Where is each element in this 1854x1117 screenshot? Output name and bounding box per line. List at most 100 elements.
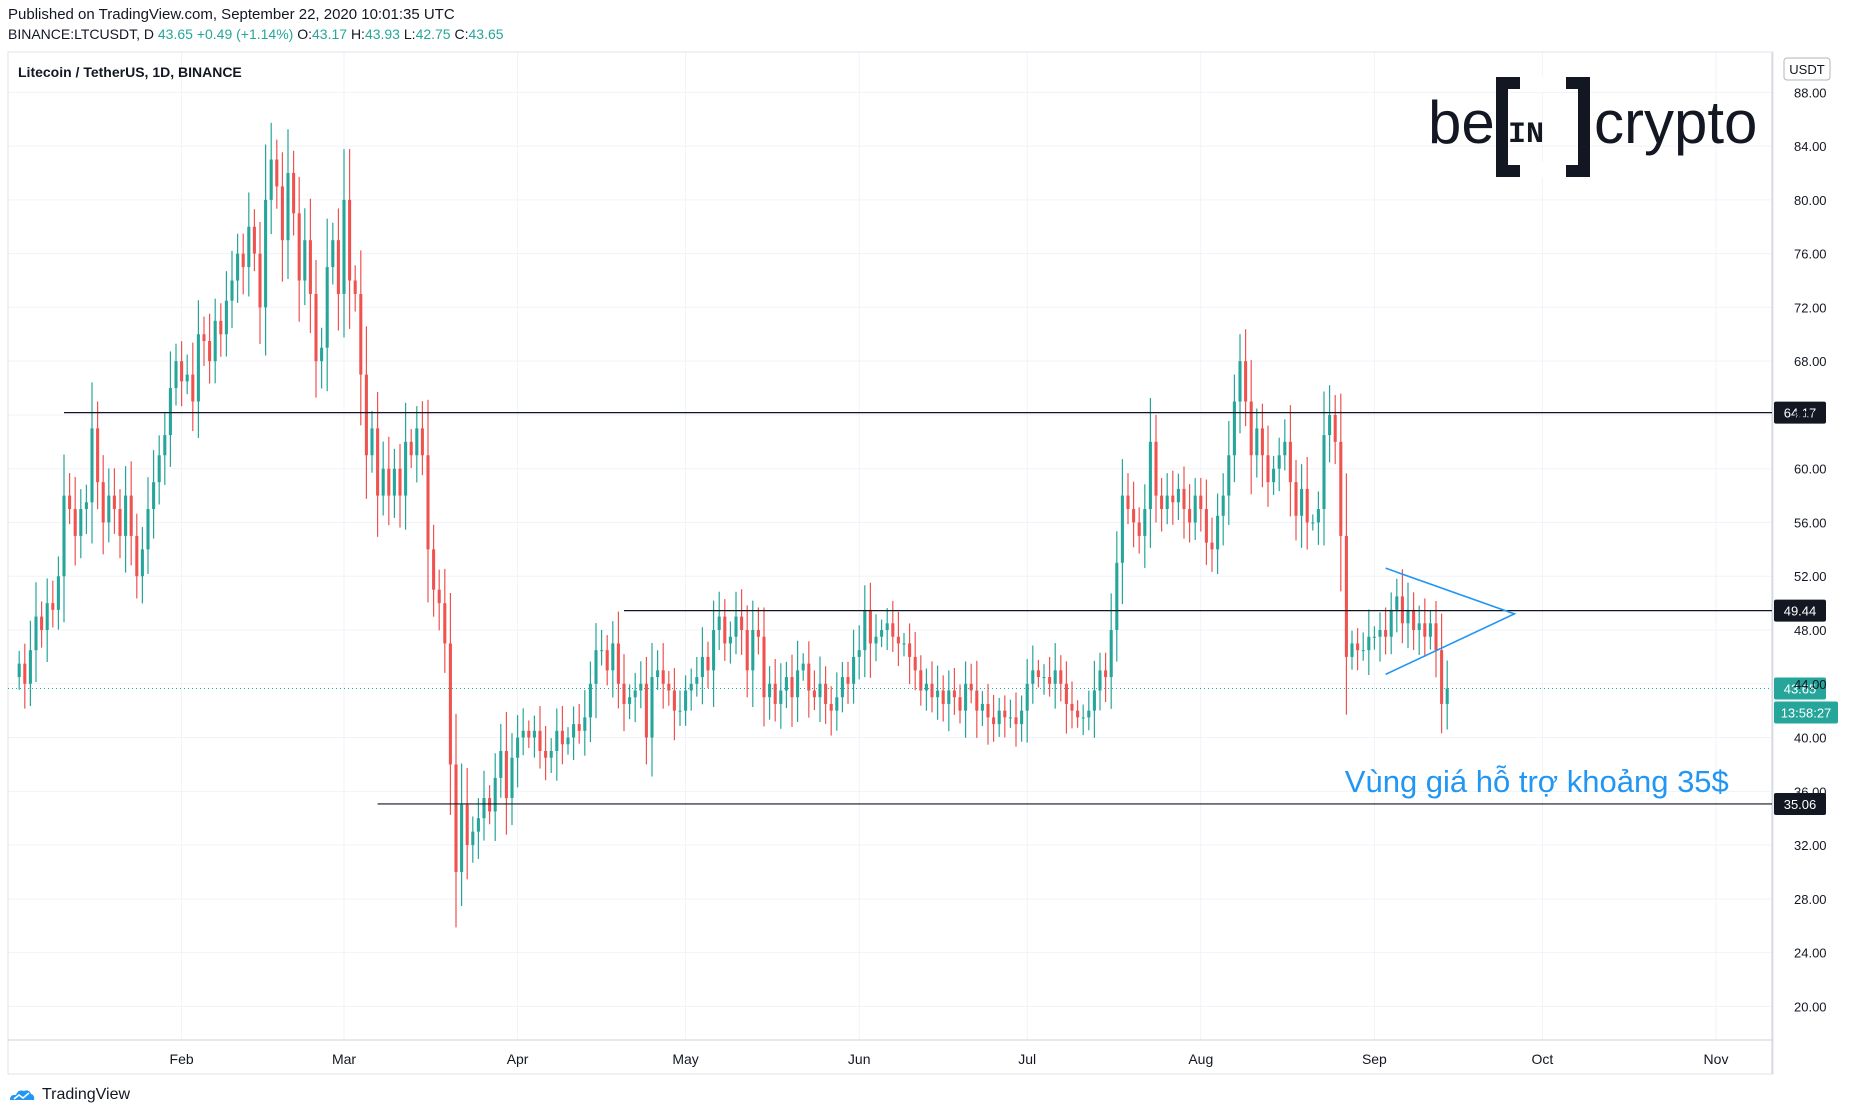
candle-body (163, 435, 167, 456)
candle-body (101, 482, 105, 523)
candle-body (1059, 670, 1063, 684)
candle-body (930, 683, 934, 698)
candle-body (756, 630, 760, 637)
candle-body (392, 468, 396, 496)
candle-body (1003, 710, 1007, 718)
candle-body (1311, 522, 1315, 524)
y-tick-label: 76.00 (1794, 247, 1827, 262)
candle-body (1328, 414, 1332, 436)
candle-body (863, 609, 867, 651)
candle-body (885, 623, 889, 631)
candle-body (45, 603, 49, 631)
candle-body (471, 831, 475, 846)
candle-body (650, 677, 654, 738)
candle-body (208, 341, 212, 362)
y-tick-label: 20.00 (1794, 999, 1827, 1014)
candle-body (124, 495, 128, 536)
candle-body (168, 388, 172, 436)
candle-body (997, 710, 1001, 725)
candle-body (913, 656, 917, 671)
ohlc-legend: BINANCE:LTCUSDT, D 43.65 +0.49 (+1.14%) … (8, 26, 504, 42)
candle-body (600, 650, 604, 652)
candle-body (1092, 690, 1096, 711)
candle-body (488, 798, 492, 812)
candle-body (1199, 495, 1203, 510)
candle-body (807, 663, 811, 691)
candle-body (616, 643, 620, 684)
candle-body (1288, 441, 1292, 483)
candle-body (1367, 636, 1371, 651)
candle-body (236, 253, 240, 281)
candle-body (717, 616, 721, 631)
candle-body (796, 670, 800, 698)
horizontal-levels: 64.17 49.44 35.06 43.65 13:58:27 (8, 401, 1838, 815)
candle-body (1137, 522, 1141, 536)
pane-border (7, 51, 1774, 1075)
candle-body (493, 777, 497, 812)
candle-body (706, 656, 710, 671)
candle-body (919, 670, 923, 691)
candle-body (773, 683, 777, 704)
candle-body (1115, 562, 1119, 631)
candle-body (779, 690, 783, 704)
candle-body (1008, 717, 1012, 719)
candle-body (532, 730, 536, 738)
candle-body (1423, 623, 1427, 637)
candle-body (1098, 670, 1102, 691)
candle-body (1176, 488, 1180, 503)
y-tick-label: 44.00 (1794, 677, 1827, 692)
candle-body (902, 643, 906, 645)
candle-body (1120, 495, 1124, 563)
candle-body (353, 280, 357, 294)
candle-body (1048, 677, 1052, 684)
level-label: 35.06 (1784, 797, 1817, 812)
candle-body (1076, 710, 1080, 718)
candle-body (801, 663, 805, 671)
candle-body (157, 455, 161, 483)
candle-body (521, 730, 525, 738)
candle-body (314, 293, 318, 362)
candle-body (275, 159, 279, 187)
candle-body (96, 428, 100, 483)
candle-body (303, 240, 307, 281)
candle-body (824, 683, 828, 704)
candle-body (230, 280, 234, 301)
countdown-label: 13:58:27 (1781, 705, 1832, 720)
candle-body (992, 717, 996, 725)
candle-body (465, 804, 469, 846)
candle-body (1109, 630, 1113, 678)
candle-body (1417, 623, 1421, 631)
candle-body (1216, 515, 1220, 550)
candle-body (448, 643, 452, 765)
candle-body (1165, 495, 1169, 510)
candle-body (1440, 650, 1444, 704)
y-tick-label: 52.00 (1794, 569, 1827, 584)
candle-body (1025, 683, 1029, 711)
candle-body (381, 468, 385, 496)
candle-body (376, 428, 380, 496)
candle-body (924, 683, 928, 691)
candle-body (1412, 609, 1416, 631)
current-price-label-bg (1774, 677, 1826, 700)
y-tick-label: 88.00 (1794, 85, 1827, 100)
candle-body (695, 677, 699, 684)
candle-body (146, 509, 150, 550)
chart-title: Litecoin / TetherUS, 1D, BINANCE (18, 64, 242, 80)
candle-body (325, 267, 329, 348)
candle-body (1182, 488, 1186, 510)
candle-body (342, 199, 346, 294)
candle-body (1283, 441, 1287, 456)
candle-body (286, 172, 290, 241)
candle-body (712, 630, 716, 671)
candle-body (1031, 670, 1035, 684)
candle-body (1378, 630, 1382, 637)
candle-body (297, 213, 301, 281)
candle-body (644, 683, 648, 738)
candle-body (398, 468, 402, 496)
candle-body (23, 663, 27, 684)
candle-body (129, 495, 133, 536)
candle-body (34, 616, 38, 651)
countdown-label-bg (1774, 701, 1838, 724)
candle-body (426, 455, 430, 550)
